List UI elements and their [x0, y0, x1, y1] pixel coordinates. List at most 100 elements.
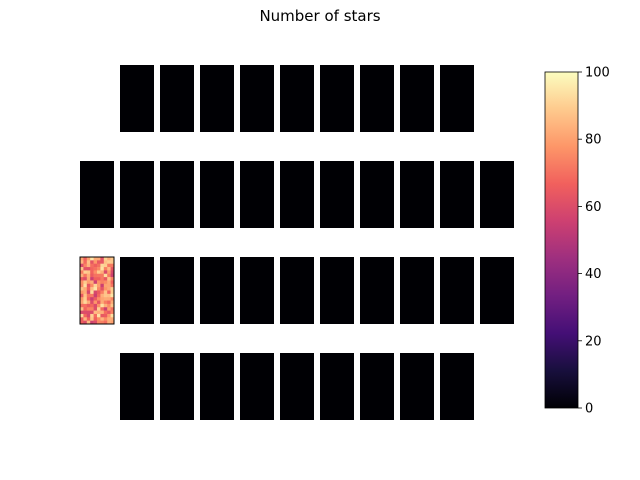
chip-cell: [97, 263, 101, 268]
chip-cell: [97, 283, 101, 288]
chip-cell: [83, 317, 88, 321]
chip-cell: [100, 317, 105, 321]
chip-cell: [100, 260, 105, 264]
chip-cell: [97, 300, 101, 305]
chip-cell: [80, 317, 84, 321]
chip-cell: [80, 313, 84, 318]
chip-cell: [83, 283, 88, 288]
chip-cell: [110, 310, 115, 315]
chip: [160, 161, 194, 228]
chip-cell: [103, 290, 108, 295]
chart-title: Number of stars: [259, 7, 381, 25]
chip-cell: [90, 280, 94, 285]
chip-cell: [80, 303, 84, 308]
chip-cell: [93, 273, 98, 278]
chip: [440, 65, 474, 132]
chip-cell: [107, 313, 111, 318]
chip-cell: [103, 270, 108, 275]
chip: [440, 161, 474, 228]
chip: [240, 65, 274, 132]
chip-cell: [110, 293, 115, 298]
chip-cell: [107, 297, 111, 301]
chip-cell: [100, 313, 105, 318]
chip-cell: [86, 307, 91, 311]
chip-cell: [103, 313, 108, 318]
chip-cell: [93, 293, 98, 298]
chip-cell: [97, 307, 101, 311]
chip-cell: [90, 270, 94, 275]
chip-cell: [110, 303, 115, 308]
chip: [240, 353, 274, 420]
chip-cell: [90, 287, 94, 291]
chip-cell: [110, 300, 115, 305]
chip-cell: [86, 280, 91, 285]
chip-cell: [110, 313, 115, 318]
chip: [280, 353, 314, 420]
chip-cell: [103, 283, 108, 288]
chip-cell: [93, 317, 98, 321]
chip-cell: [80, 287, 84, 291]
chip-cell: [90, 263, 94, 268]
chip: [480, 161, 514, 228]
chip-cell: [86, 267, 91, 271]
colorbar-tick-label: 60: [585, 200, 602, 215]
chip-cell: [110, 283, 115, 288]
chip-cell: [93, 303, 98, 308]
chip: [240, 161, 274, 228]
chip-cell: [80, 270, 84, 275]
chip-cell: [97, 297, 101, 301]
chip-cell: [83, 310, 88, 315]
chip-cell: [97, 290, 101, 295]
chip-cell: [107, 283, 111, 288]
chip-cell: [107, 303, 111, 308]
chip-cell: [97, 257, 101, 261]
chip-cell: [100, 290, 105, 295]
chip-cell: [110, 317, 115, 321]
colorbar-tick-label: 100: [585, 66, 610, 81]
chip-cell: [83, 293, 88, 298]
chip-cell: [103, 307, 108, 311]
chip-cell: [86, 287, 91, 291]
chip-cell: [110, 263, 115, 268]
chip-cell: [103, 293, 108, 298]
chip-cell: [110, 320, 115, 325]
chip-cell: [107, 273, 111, 278]
chip-cell: [80, 293, 84, 298]
chip-cell: [97, 260, 101, 264]
chip: [320, 65, 354, 132]
chip-cell: [83, 273, 88, 278]
chip-cell: [93, 287, 98, 291]
chip-cell: [80, 290, 84, 295]
chip-cell: [97, 277, 101, 281]
chip-cell: [103, 257, 108, 261]
chip-cell: [97, 287, 101, 291]
chip-cell: [90, 313, 94, 318]
chip-cell: [90, 310, 94, 315]
chip: [440, 257, 474, 324]
chip-cell: [107, 277, 111, 281]
chip-cell: [86, 320, 91, 325]
chip-cell: [86, 297, 91, 301]
chip-cell: [93, 313, 98, 318]
chip: [280, 161, 314, 228]
chip-cell: [103, 263, 108, 268]
chip-cell: [103, 303, 108, 308]
chip-cell: [86, 273, 91, 278]
chip: [440, 353, 474, 420]
chip-cell: [90, 257, 94, 261]
chip: [160, 257, 194, 324]
chip-cell: [100, 277, 105, 281]
chip: [80, 161, 114, 228]
chip: [280, 257, 314, 324]
chip-cell: [80, 300, 84, 305]
chip-cell: [83, 280, 88, 285]
chip-cell: [110, 287, 115, 291]
chip-cell: [103, 297, 108, 301]
chip-cell: [86, 293, 91, 298]
chip-cell: [86, 303, 91, 308]
chip-cell: [93, 290, 98, 295]
chip: [480, 257, 514, 324]
chip-cell: [110, 270, 115, 275]
chip-cell: [93, 300, 98, 305]
chip: [160, 353, 194, 420]
